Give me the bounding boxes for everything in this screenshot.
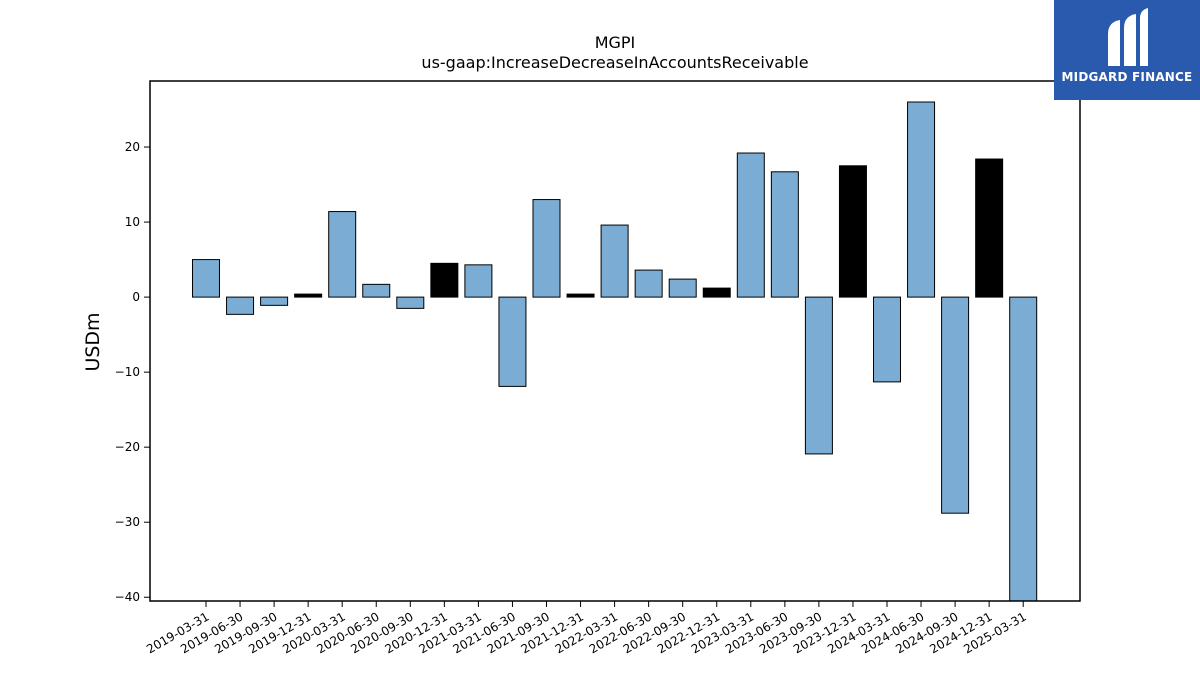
bar-2019-03-31	[192, 259, 220, 298]
brand-name: MIDGARD FINANCE	[1061, 70, 1193, 84]
bar-2024-06-30	[907, 101, 936, 298]
bar-2022-09-30	[668, 278, 697, 298]
bar-2022-06-30	[634, 269, 663, 298]
y-tick-label: 0	[132, 290, 140, 304]
bar-2022-12-31	[702, 287, 731, 298]
bar-2023-06-30	[770, 171, 799, 298]
bar-2021-03-31	[464, 264, 493, 298]
bar-2021-09-30	[532, 199, 561, 298]
brand-logo: MIDGARD FINANCE	[1054, 0, 1200, 100]
bar-2024-12-31	[975, 158, 1004, 298]
bars-layer	[192, 101, 1038, 602]
y-tick-label: −10	[115, 365, 140, 379]
y-tick-label: −40	[115, 590, 140, 604]
y-axis-label: USDm	[82, 312, 104, 371]
bar-2019-06-30	[226, 296, 255, 315]
bar-2025-03-31	[1009, 296, 1038, 602]
x-axis-ticks: 2019-03-312019-06-302019-09-302019-12-31…	[144, 601, 1029, 656]
bar-2019-09-30	[260, 296, 289, 306]
bar-2023-03-31	[736, 152, 765, 298]
bar-2022-03-31	[600, 224, 629, 298]
bar-2023-12-31	[838, 165, 867, 298]
bar-2020-06-30	[362, 283, 391, 298]
bar-2024-09-30	[941, 296, 970, 514]
y-tick-label: −30	[115, 515, 140, 529]
y-tick-label: −20	[115, 440, 140, 454]
bar-2021-12-31	[566, 293, 595, 298]
midgard-m-logo-icon	[1108, 8, 1148, 66]
y-axis-ticks: 20 10 0 −10 −20 −30 −40	[115, 140, 150, 604]
bar-2020-12-31	[430, 262, 459, 298]
bar-2020-03-31	[328, 211, 357, 298]
bar-2024-03-31	[873, 296, 901, 383]
bar-2019-12-31	[294, 293, 323, 298]
bar-2023-09-30	[804, 296, 833, 455]
y-tick-label: 20	[125, 140, 140, 154]
plot-frame	[149, 80, 1081, 602]
chart-subtitle: us-gaap:IncreaseDecreaseInAccountsReceiv…	[421, 53, 808, 72]
bar-2021-06-30	[498, 296, 527, 387]
y-tick-label: 10	[125, 215, 140, 229]
chart-title: MGPI	[595, 33, 636, 52]
bar-2020-09-30	[396, 296, 425, 309]
